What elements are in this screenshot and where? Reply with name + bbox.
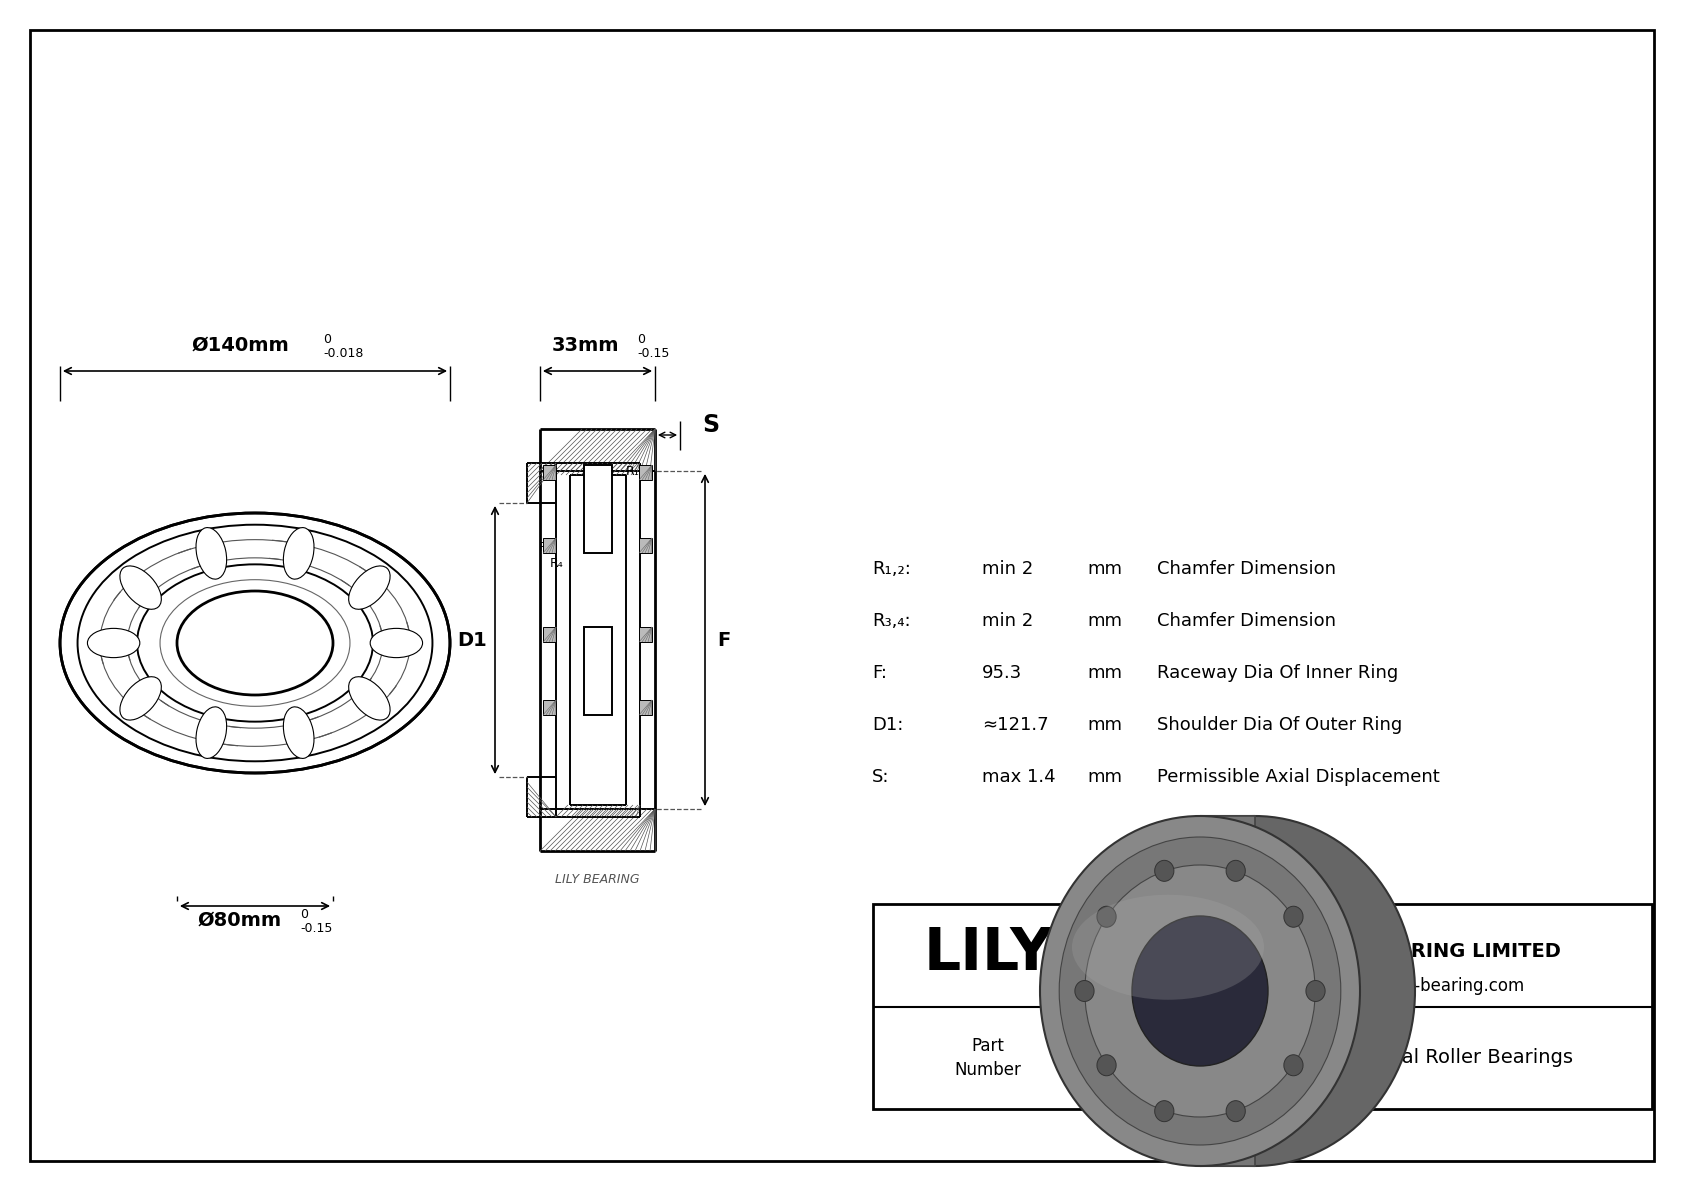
Text: F: F — [717, 630, 731, 649]
Ellipse shape — [195, 706, 227, 759]
Ellipse shape — [1180, 909, 1330, 1073]
Bar — [872, 904, 1652, 1109]
Bar — [638, 464, 652, 480]
Text: R₄: R₄ — [551, 557, 564, 570]
Text: SHANGHAI LILY BEARING LIMITED: SHANGHAI LILY BEARING LIMITED — [1194, 942, 1561, 961]
Text: mm: mm — [1086, 560, 1122, 578]
Text: R₁,₂:: R₁,₂: — [872, 560, 911, 578]
Text: Ø140mm: Ø140mm — [190, 336, 290, 355]
Ellipse shape — [370, 629, 423, 657]
Text: R₂: R₂ — [586, 467, 600, 480]
Ellipse shape — [1155, 1100, 1174, 1122]
Text: 0: 0 — [300, 908, 308, 921]
Text: mm: mm — [1086, 612, 1122, 630]
Ellipse shape — [1073, 894, 1265, 999]
Ellipse shape — [120, 566, 162, 610]
Ellipse shape — [195, 528, 227, 579]
Text: LILY BEARING: LILY BEARING — [554, 873, 640, 886]
Ellipse shape — [1155, 860, 1174, 881]
Text: 0: 0 — [638, 333, 645, 347]
Ellipse shape — [1074, 980, 1095, 1002]
Ellipse shape — [1305, 980, 1325, 1002]
Bar — [583, 626, 611, 715]
Text: Shoulder Dia Of Outer Ring: Shoulder Dia Of Outer Ring — [1157, 716, 1403, 734]
Text: -0.15: -0.15 — [638, 347, 670, 360]
Ellipse shape — [1084, 865, 1315, 1117]
Text: Email: lilybearing@lily-bearing.com: Email: lilybearing@lily-bearing.com — [1231, 977, 1524, 994]
Text: -0.018: -0.018 — [323, 347, 364, 360]
Bar — [638, 538, 652, 553]
Text: R₁: R₁ — [626, 464, 640, 478]
Text: R₃: R₃ — [539, 541, 552, 554]
Ellipse shape — [1283, 906, 1303, 928]
Ellipse shape — [1096, 906, 1116, 928]
Bar — [638, 700, 652, 715]
Polygon shape — [1201, 816, 1255, 1166]
Ellipse shape — [349, 676, 391, 721]
Text: S: S — [702, 413, 719, 437]
Ellipse shape — [1132, 916, 1268, 1066]
Text: LILY: LILY — [923, 924, 1052, 981]
Bar — [583, 464, 611, 553]
Ellipse shape — [1226, 1100, 1244, 1122]
Text: F:: F: — [872, 665, 887, 682]
Ellipse shape — [283, 528, 313, 579]
Text: min 2: min 2 — [982, 560, 1034, 578]
Bar — [638, 626, 652, 642]
Text: 95.3: 95.3 — [982, 665, 1022, 682]
Text: ®: ® — [1058, 916, 1074, 934]
Ellipse shape — [1226, 860, 1244, 881]
Bar — [542, 626, 556, 642]
Text: ≈121.7: ≈121.7 — [982, 716, 1049, 734]
Text: min 2: min 2 — [982, 612, 1034, 630]
Bar — [542, 538, 556, 553]
Text: Chamfer Dimension: Chamfer Dimension — [1157, 612, 1335, 630]
Ellipse shape — [120, 676, 162, 721]
Text: mm: mm — [1086, 665, 1122, 682]
Bar — [542, 464, 556, 480]
Text: -0.15: -0.15 — [300, 922, 332, 935]
Text: Raceway Dia Of Inner Ring: Raceway Dia Of Inner Ring — [1157, 665, 1398, 682]
Ellipse shape — [1283, 1055, 1303, 1075]
Text: mm: mm — [1086, 716, 1122, 734]
Ellipse shape — [88, 629, 140, 657]
Ellipse shape — [283, 706, 313, 759]
Ellipse shape — [1095, 816, 1415, 1166]
Text: 0: 0 — [323, 333, 332, 347]
Text: D1:: D1: — [872, 716, 903, 734]
Ellipse shape — [1041, 816, 1361, 1166]
Polygon shape — [1201, 916, 1255, 1066]
Text: Chamfer Dimension: Chamfer Dimension — [1157, 560, 1335, 578]
Ellipse shape — [1059, 837, 1340, 1145]
Ellipse shape — [1096, 1055, 1116, 1075]
Text: mm: mm — [1086, 768, 1122, 786]
Text: Part
Number: Part Number — [955, 1037, 1022, 1079]
Text: S:: S: — [872, 768, 889, 786]
Text: Ø80mm: Ø80mm — [199, 911, 281, 930]
Text: 33mm: 33mm — [552, 336, 620, 355]
Text: max 1.4: max 1.4 — [982, 768, 1056, 786]
Text: D1: D1 — [458, 630, 487, 649]
Ellipse shape — [61, 513, 450, 773]
Ellipse shape — [349, 566, 391, 610]
Text: Permissible Axial Displacement: Permissible Axial Displacement — [1157, 768, 1440, 786]
Bar — [542, 700, 556, 715]
Text: NU 2216 ECP Cylindrical Roller Bearings: NU 2216 ECP Cylindrical Roller Bearings — [1182, 1048, 1573, 1067]
Text: R₃,₄:: R₃,₄: — [872, 612, 911, 630]
